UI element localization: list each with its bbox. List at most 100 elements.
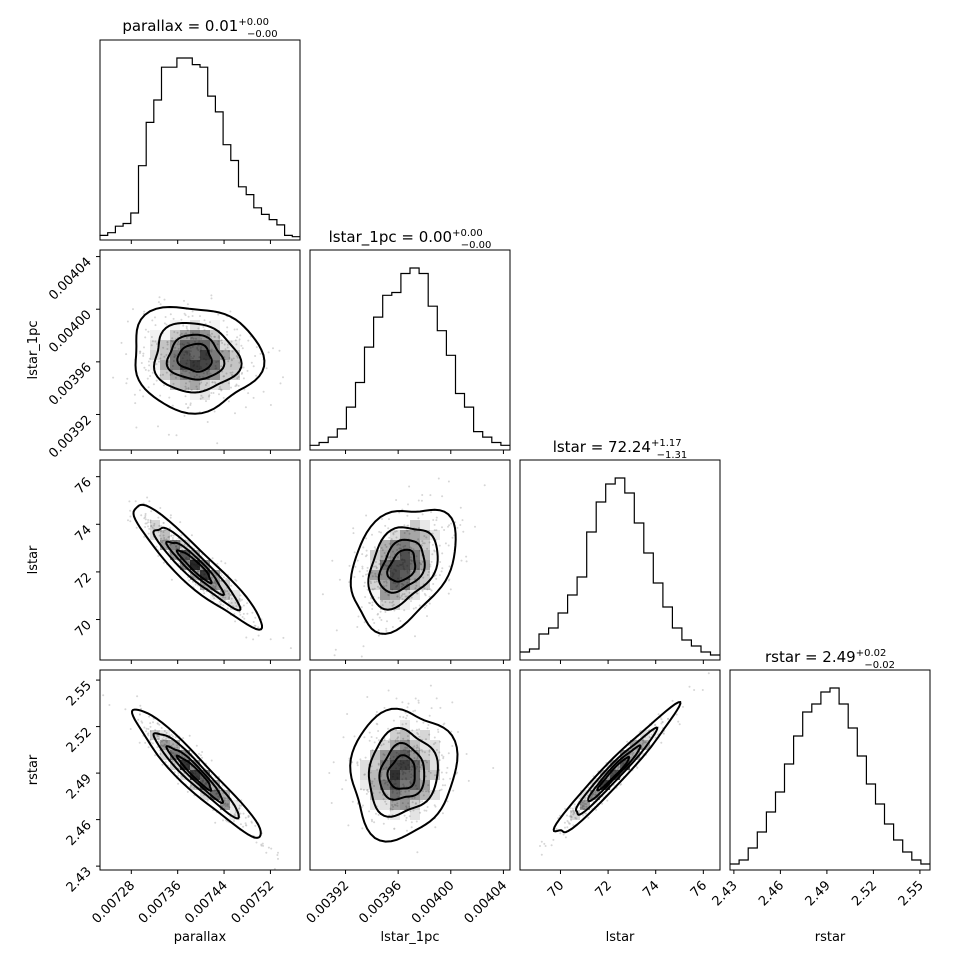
scatter-point — [163, 730, 166, 732]
scatter-point — [175, 376, 177, 379]
scatter-point — [594, 791, 597, 794]
density-cell — [390, 760, 400, 770]
scatter-point — [338, 578, 341, 581]
scatter-point — [269, 638, 272, 641]
density-cell — [400, 580, 410, 590]
density-cell — [200, 390, 210, 400]
scatter-point — [200, 381, 203, 384]
density-cell — [590, 780, 600, 790]
scatter-point — [381, 604, 384, 607]
density-cell — [390, 780, 400, 790]
density-cell — [390, 560, 400, 570]
scatter-point — [195, 385, 198, 388]
density-cell — [170, 360, 180, 370]
contour-line — [152, 322, 243, 394]
scatter-point — [384, 601, 387, 603]
scatter-point — [411, 801, 414, 804]
scatter-point — [185, 387, 188, 390]
scatter-point — [377, 813, 380, 816]
scatter-point — [564, 826, 566, 829]
scatter-point — [437, 731, 440, 733]
density-cell — [390, 770, 400, 780]
scatter-point — [206, 799, 209, 802]
scatter-point — [209, 372, 212, 375]
scatter-point — [377, 612, 379, 615]
density-cell — [390, 800, 400, 810]
scatter-point — [207, 395, 210, 398]
x-tick-label: 0.00396 — [356, 878, 405, 927]
scatter-point — [366, 696, 369, 698]
contour-line — [552, 701, 682, 834]
density-cell — [380, 550, 390, 560]
density-cell — [380, 770, 390, 780]
scatter-point — [169, 373, 172, 376]
scatter-point — [415, 592, 418, 595]
density-cell — [410, 780, 420, 790]
scatter-point — [169, 527, 171, 530]
scatter-point — [331, 559, 334, 562]
density-cell — [420, 760, 430, 770]
scatter-point — [404, 595, 407, 598]
scatter-point — [373, 581, 376, 584]
density-cell — [400, 800, 410, 810]
scatter-point — [428, 750, 431, 753]
scatter-point — [363, 581, 366, 584]
scatter-point — [427, 724, 430, 726]
scatter-point — [162, 531, 165, 533]
scatter-point — [157, 555, 160, 557]
scatter-point — [147, 386, 150, 389]
scatter-point — [238, 598, 241, 600]
scatter-point — [429, 563, 432, 566]
scatter-point — [370, 765, 373, 768]
density-cell — [170, 540, 180, 550]
scatter-point — [438, 759, 441, 762]
scatter-point — [408, 789, 410, 792]
scatter-point — [278, 349, 281, 352]
scatter-point — [156, 343, 158, 345]
density-cell — [360, 780, 370, 790]
scatter-point — [441, 526, 443, 529]
scatter-point — [205, 400, 207, 403]
scatter-point — [185, 382, 187, 385]
scatter-point — [411, 729, 414, 732]
scatter-point — [222, 596, 224, 599]
scatter-point — [569, 807, 572, 809]
scatter-point — [124, 708, 127, 711]
scatter-point — [190, 534, 193, 537]
scatter-point — [368, 601, 371, 604]
scatter-point — [267, 351, 270, 354]
density-cell — [190, 360, 200, 370]
scatter-point — [226, 326, 229, 329]
scatter-point — [244, 822, 247, 825]
scatter-point — [675, 713, 678, 716]
x-tick-label: 0.00736 — [136, 878, 185, 927]
scatter-point — [163, 384, 165, 387]
scatter-point — [212, 584, 215, 587]
density-cell — [390, 590, 400, 600]
density-cell — [420, 740, 430, 750]
scatter-point — [354, 565, 357, 568]
scatter-point — [437, 728, 439, 731]
contour-line — [596, 755, 631, 792]
scatter-point — [415, 728, 418, 731]
scatter-point — [421, 540, 424, 543]
scatter-point — [411, 796, 414, 799]
scatter-panel-lstar_1pc-lstar — [321, 477, 486, 658]
scatter-point — [406, 735, 409, 738]
scatter-point — [425, 536, 428, 539]
scatter-point — [382, 793, 384, 796]
scatter-point — [435, 516, 438, 519]
scatter-point — [351, 761, 354, 764]
scatter-point — [143, 346, 145, 349]
density-cell — [200, 780, 210, 790]
scatter-point — [220, 339, 223, 342]
scatter-point — [384, 524, 387, 527]
scatter-point — [243, 617, 246, 620]
scatter-point — [631, 752, 634, 755]
density-cell — [210, 570, 220, 580]
ylabel-rstar: rstar — [26, 754, 41, 785]
y-tick-label: 70 — [73, 618, 95, 640]
scatter-point — [162, 744, 165, 747]
axes-frame — [519, 459, 721, 661]
